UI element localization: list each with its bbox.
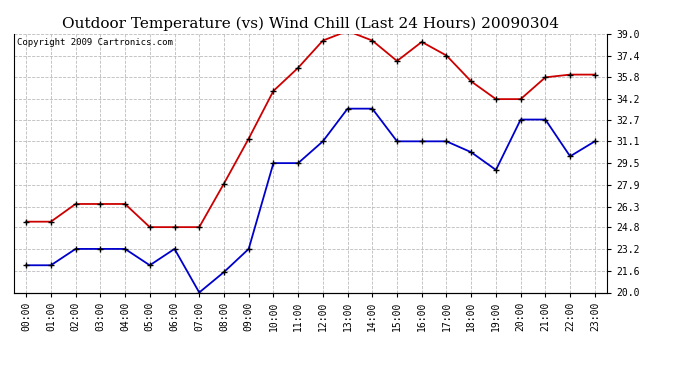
Text: Copyright 2009 Cartronics.com: Copyright 2009 Cartronics.com: [17, 38, 172, 46]
Title: Outdoor Temperature (vs) Wind Chill (Last 24 Hours) 20090304: Outdoor Temperature (vs) Wind Chill (Las…: [62, 17, 559, 31]
